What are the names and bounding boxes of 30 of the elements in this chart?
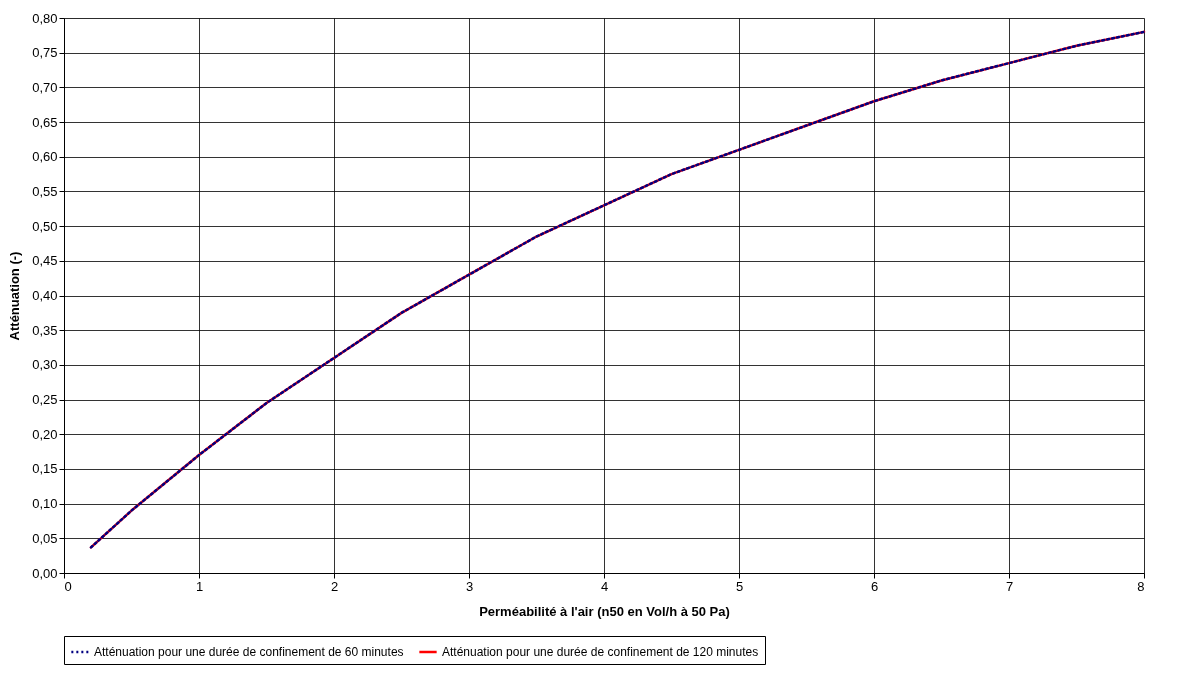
y-tick-label: 0,45 [32, 253, 58, 269]
x-tick-label: 5 [735, 578, 744, 594]
y-tick-label: 0,40 [32, 288, 58, 303]
y-tick-label: 0,15 [32, 461, 58, 477]
y-tick-label: 0,00 [32, 565, 58, 581]
y-tick-label: 0,60 [32, 149, 58, 165]
y-axis-title: Atténuation (-) [7, 251, 23, 341]
x-tick-label: 3 [465, 578, 474, 594]
y-tick-label: 0,25 [32, 392, 58, 408]
x-tick-label: 2 [330, 578, 339, 594]
legend-label: Atténuation pour une durée de confinement de 120 minutes [442, 645, 759, 659]
y-tick-label: 0,80 [32, 10, 58, 26]
x-axis-title: Perméabilité à l'air (n50 en Vol/h à 50 Pa) [479, 603, 730, 619]
x-tick-label: 4 [600, 578, 609, 594]
x-tick-label: 7 [1005, 578, 1014, 594]
y-tick-label: 0,70 [32, 79, 58, 95]
y-tick-label: 0,35 [32, 322, 58, 338]
x-tick-label: 0 [64, 578, 72, 594]
y-tick-label: 0,05 [32, 530, 58, 546]
x-tick-label: 1 [195, 578, 204, 594]
y-tick-label: 0,10 [32, 496, 58, 512]
y-tick-label: 0,55 [32, 183, 58, 199]
x-tick-label: 8 [1137, 578, 1145, 594]
y-tick-label: 0,65 [32, 114, 58, 130]
y-tick-label: 0,50 [32, 218, 58, 234]
legend-label: Atténuation pour une durée de confinement de 60 minutes [94, 645, 404, 659]
y-tick-label: 0,30 [32, 357, 58, 373]
y-tick-label: 0,20 [32, 426, 58, 442]
y-tick-label: 0,75 [32, 45, 58, 61]
x-tick-label: 6 [870, 578, 879, 594]
